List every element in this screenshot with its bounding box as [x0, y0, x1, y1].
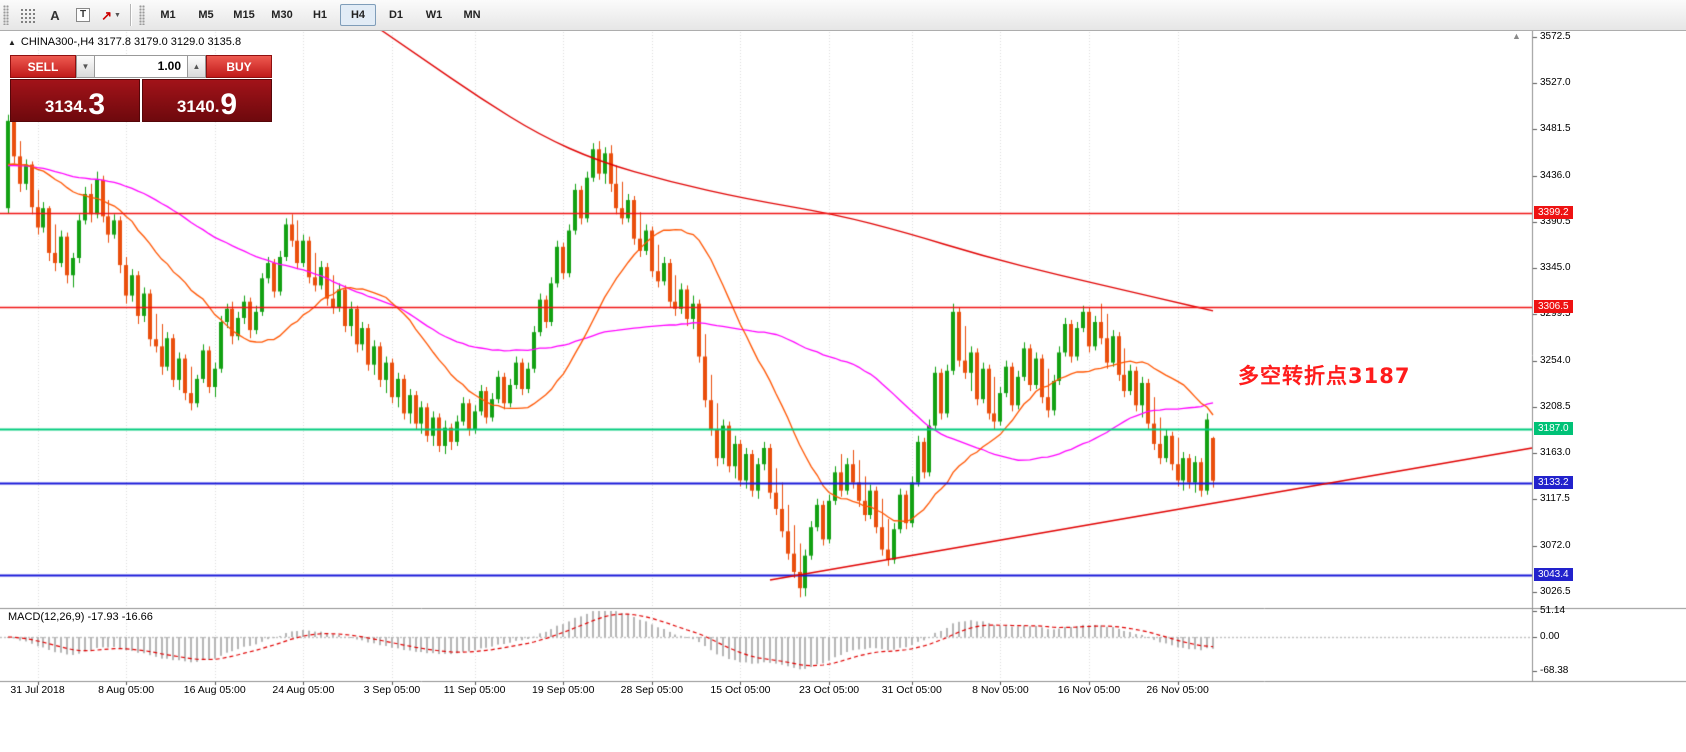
- collapse-triangle-icon[interactable]: ▲: [8, 38, 16, 47]
- ask-main-digits: 3140.: [176, 97, 220, 117]
- bid-price-display[interactable]: 3134. 3: [10, 79, 140, 122]
- toolbar-grip: [139, 5, 145, 25]
- buy-button[interactable]: BUY: [206, 55, 272, 78]
- date-tick-label: 3 Sep 05:00: [363, 684, 421, 696]
- sell-button[interactable]: SELL: [10, 55, 76, 78]
- toolbar: A T ↗ ▼ M1 M5 M15 M30 H1 H4 D1 W1 MN: [0, 0, 1686, 31]
- time-axis[interactable]: 31 Jul 2018 8 Aug 05:00 16 Aug 05:00 24 Aug…: [0, 684, 1686, 700]
- timeframe-button-d1[interactable]: D1: [388, 9, 404, 21]
- date-tick-label: 19 Sep 05:00: [532, 684, 595, 696]
- date-tick-label: 26 Nov 05:00: [1146, 684, 1209, 696]
- price-tick-label: 3436.0: [1540, 169, 1571, 181]
- dots-pattern-icon: [19, 7, 35, 23]
- volume-decrease-button[interactable]: ▼: [76, 55, 95, 78]
- price-line-label: 3306.5: [1534, 300, 1573, 314]
- date-tick-label: 15 Oct 05:00: [710, 684, 771, 696]
- ask-price-display[interactable]: 3140. 9: [142, 79, 272, 122]
- price-tick-label: 3208.5: [1540, 400, 1571, 412]
- text-tool-icon[interactable]: A: [42, 2, 68, 28]
- price-line-label: 3399.2: [1534, 206, 1573, 220]
- date-tick-label: 11 Sep 05:00: [443, 684, 506, 696]
- timeframe-button-m5[interactable]: M5: [198, 9, 214, 21]
- bid-big-digit: 3: [88, 87, 106, 121]
- dropdown-chevron-icon: ▼: [113, 11, 121, 19]
- date-tick-label: 28 Sep 05:00: [620, 684, 684, 696]
- volume-input[interactable]: 1.00: [95, 55, 187, 78]
- chart-ohlc-header: ▲ CHINA300-,H4 3177.8 3179.0 3129.0 3135.…: [8, 36, 241, 48]
- timeframe-button-w1[interactable]: W1: [425, 9, 443, 21]
- arrows-tool-icon[interactable]: ↗ ▼: [98, 2, 124, 28]
- date-tick-label: 24 Aug 05:00: [272, 684, 335, 696]
- price-tick-label: 3299.5: [1540, 308, 1571, 320]
- toolbar-separator: [130, 4, 131, 26]
- date-tick-label: 8 Aug 05:00: [98, 684, 155, 696]
- symbol-ohlc-text: CHINA300-,H4 3177.8 3179.0 3129.0 3135.8: [20, 36, 242, 48]
- date-tick-label: 8 Nov 05:00: [972, 684, 1029, 696]
- date-tick-label: 16 Aug 05:00: [183, 684, 246, 696]
- text-tool-label: A: [50, 7, 60, 23]
- price-tick-label: 3254.0: [1540, 354, 1571, 366]
- timeframe-button-mn[interactable]: MN: [463, 9, 481, 21]
- price-tick-label: 3026.5: [1540, 585, 1571, 597]
- bid-main-digits: 3134.: [44, 97, 88, 117]
- timeframe-group: M1 M5 M15 M30 H1 H4 D1 W1 MN: [149, 4, 491, 26]
- date-tick-label: 16 Nov 05:00: [1057, 684, 1121, 696]
- date-tick-label: 31 Oct 05:00: [881, 684, 942, 696]
- macd-indicator-header: MACD(12,26,9) -17.93 -16.66: [8, 611, 153, 623]
- timeframe-button-h4[interactable]: H4: [340, 4, 376, 26]
- timeframe-button-m15[interactable]: M15: [233, 9, 255, 21]
- chart-up-arrow-icon: ▲: [1512, 31, 1521, 41]
- price-tick-label: 3527.0: [1540, 77, 1571, 89]
- date-tick-label: 23 Oct 05:00: [799, 684, 860, 696]
- macd-tick-label: 0.00: [1540, 631, 1560, 642]
- price-line-label: 3187.0: [1534, 421, 1573, 435]
- price-tick-label: 3572.5: [1540, 31, 1571, 42]
- volume-stepper: ▼ 1.00 ▲: [76, 55, 206, 78]
- label-tool-icon[interactable]: T: [70, 2, 96, 28]
- price-axis[interactable]: 3572.5 3527.0 3481.5 3436.0 3390.5 3345.0 3299…: [1532, 30, 1686, 702]
- trend-note-annotation: 多空转折点3187: [1238, 364, 1411, 388]
- one-click-trade-panel: SELL ▼ 1.00 ▲ BUY 3134. 3 3140. 9: [10, 55, 272, 122]
- toolbar-grip: [3, 5, 9, 25]
- arrow-glyph-icon: ↗: [101, 7, 112, 23]
- price-tick-label: 3390.5: [1540, 215, 1571, 227]
- volume-increase-button[interactable]: ▲: [187, 55, 206, 78]
- price-tick-label: 3163.0: [1540, 447, 1571, 459]
- macd-tick-label: 51.14: [1540, 605, 1566, 617]
- price-tick-label: 3345.0: [1540, 262, 1571, 274]
- price-tick-label: 3481.5: [1540, 123, 1571, 135]
- price-line-label: 3043.4: [1534, 567, 1573, 581]
- label-tool-glyph: T: [75, 8, 91, 22]
- date-tick-label: 31 Jul 2018: [10, 684, 65, 696]
- ask-big-digit: 9: [220, 87, 238, 121]
- timeframe-button-m30[interactable]: M30: [271, 9, 293, 21]
- price-tick-label: 3117.5: [1540, 493, 1570, 505]
- timeframe-button-m1[interactable]: M1: [160, 9, 176, 21]
- timeframe-button-h1[interactable]: H1: [312, 9, 328, 21]
- price-tick-label: 3072.0: [1540, 539, 1571, 551]
- dotted-grid-icon[interactable]: [14, 2, 40, 28]
- macd-tick-label: -68.38: [1540, 665, 1569, 677]
- price-line-label: 3133.2: [1534, 476, 1573, 490]
